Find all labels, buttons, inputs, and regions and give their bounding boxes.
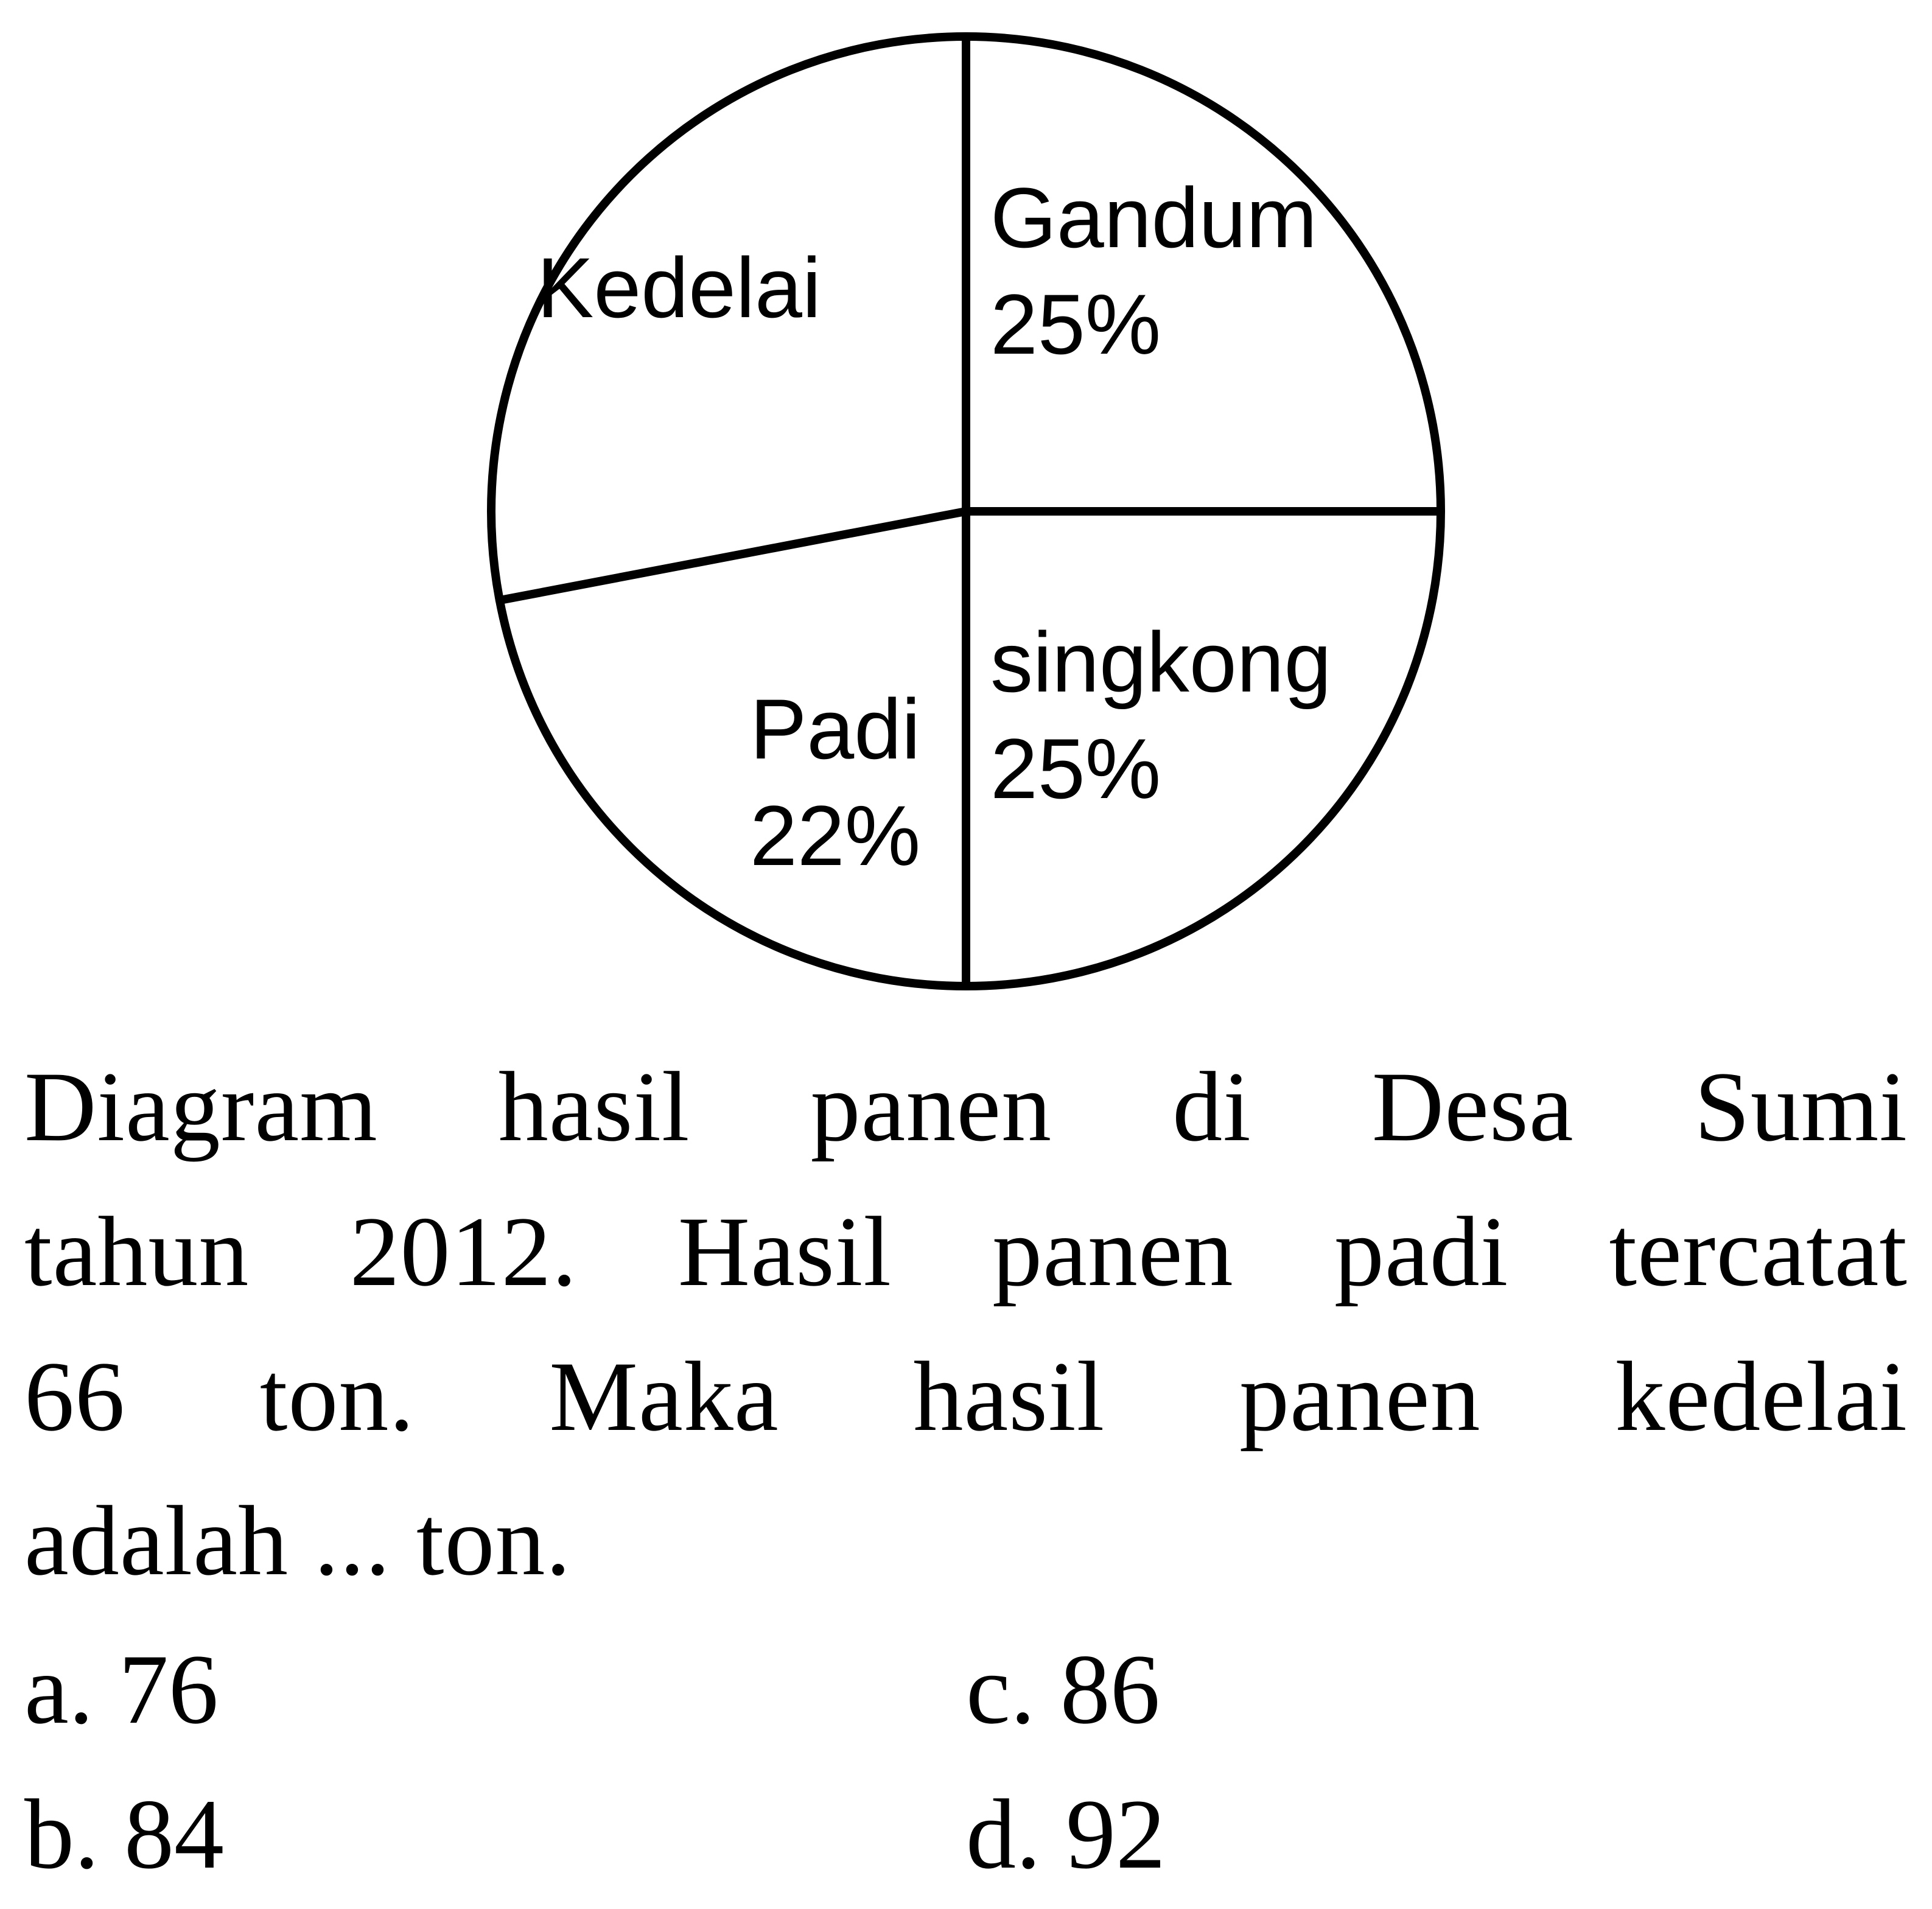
slice-label-gandum: Gandum25% <box>990 164 1317 377</box>
slice-label-singkong: singkong25% <box>990 609 1331 822</box>
word: Diagram <box>24 1035 378 1180</box>
word: ton. <box>260 1325 415 1469</box>
word: hasil <box>499 1035 690 1180</box>
slice-label-kedelai: Kedelai <box>537 234 821 341</box>
options-col-right: c. 86 d. 92 <box>966 1617 1908 1907</box>
word: panen <box>1239 1325 1481 1469</box>
word: panen <box>811 1035 1052 1180</box>
word: Maka <box>549 1325 779 1469</box>
word: padi <box>1334 1180 1508 1325</box>
option-d: d. 92 <box>966 1762 1908 1907</box>
word: panen <box>992 1180 1234 1325</box>
option-a: a. 76 <box>24 1617 966 1762</box>
word: Sumi <box>1695 1035 1908 1180</box>
word: tahun <box>24 1180 249 1325</box>
slice-label-padi: Padi22% <box>750 676 920 889</box>
question-line-1: Diagram hasil panen di Desa Sumi <box>24 1035 1908 1180</box>
pie-chart-container: Gandum25% singkong25% Padi22% Kedelai <box>24 24 1908 998</box>
answer-options: a. 76 b. 84 c. 86 d. 92 <box>24 1617 1908 1907</box>
option-b: b. 84 <box>24 1762 966 1907</box>
question-line-2: tahun 2012. Hasil panen padi tercatat <box>24 1180 1908 1325</box>
question-line-4: adalah ... ton. <box>24 1469 1908 1614</box>
word: 66 <box>24 1325 125 1469</box>
word: 2012. <box>350 1180 578 1325</box>
question-text: Diagram hasil panen di Desa Sumi tahun 2… <box>24 1035 1908 1614</box>
options-col-left: a. 76 b. 84 <box>24 1617 966 1907</box>
word: tercatat <box>1609 1180 1908 1325</box>
word: hasil <box>913 1325 1105 1469</box>
option-c: c. 86 <box>966 1617 1908 1762</box>
pie-chart: Gandum25% singkong25% Padi22% Kedelai <box>479 24 1453 998</box>
word: kedelai <box>1615 1325 1908 1469</box>
word: Hasil <box>678 1180 892 1325</box>
word: di <box>1172 1035 1251 1180</box>
word: Desa <box>1372 1035 1574 1180</box>
question-line-3: 66 ton. Maka hasil panen kedelai <box>24 1325 1908 1469</box>
